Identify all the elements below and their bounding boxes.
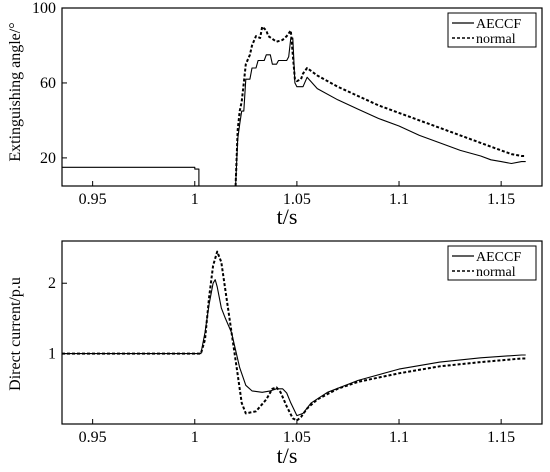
bottom-y-ticks: 12	[48, 275, 67, 363]
bottom-x-tick-label: 1	[191, 429, 199, 446]
bottom-y-axis-title: Direct current/p.u	[7, 277, 24, 391]
top-legend-label-aeccf: AECCF	[476, 17, 521, 32]
bottom-legend-label-normal: normal	[476, 265, 516, 280]
bottom-series	[62, 250, 526, 422]
top-y-axis-title: Extinguishing angle/°	[7, 22, 24, 161]
bottom-series-line-aeccf	[62, 279, 526, 417]
top-series	[62, 25, 526, 187]
top-x-axis-title: t/s	[277, 204, 298, 229]
top-series-line-aeccf	[62, 37, 526, 187]
top-plot-frame	[61, 7, 543, 187]
bottom-chart: 0.95 1 1.05 1.1 1.15 12 Direct current/p.u t…	[7, 240, 543, 468]
bottom-series-line-normal	[62, 250, 526, 422]
top-legend: AECCF normal	[447, 12, 537, 48]
top-y-tick-label: 60	[40, 75, 56, 92]
bottom-x-tick-label: 1.1	[389, 429, 409, 446]
bottom-legend-box	[447, 245, 537, 281]
top-x-tick-label: 0.95	[79, 191, 107, 208]
top-chart: 0.95 1 1.05 1.1 1.15 20 60 100 Extinguishing a…	[7, 0, 543, 229]
top-x-ticks: 0.95 1 1.05 1.1 1.15	[79, 181, 515, 208]
bottom-legend-label-aeccf: AECCF	[476, 250, 521, 265]
bottom-y-tick-label: 2	[48, 275, 56, 292]
top-series-line-normal	[234, 25, 526, 187]
bottom-x-axis-title: t/s	[277, 443, 298, 468]
top-y-tick-label: 20	[40, 150, 56, 167]
top-legend-label-normal: normal	[476, 32, 516, 47]
top-legend-box	[447, 12, 537, 48]
bottom-y-tick-label: 1	[48, 346, 56, 363]
top-x-tick-label: 1.05	[283, 191, 311, 208]
top-y-tick-label: 100	[32, 0, 56, 17]
bottom-plot-frame	[61, 240, 543, 425]
top-x-tick-label: 1	[191, 191, 199, 208]
bottom-x-tick-label: 1.05	[283, 429, 311, 446]
top-y-ticks: 20 60 100	[32, 0, 67, 167]
bottom-legend: AECCF normal	[447, 245, 537, 281]
top-x-tick-label: 1.1	[389, 191, 409, 208]
bottom-x-ticks: 0.95 1 1.05 1.1 1.15	[79, 419, 515, 446]
bottom-x-tick-label: 1.15	[487, 429, 515, 446]
bottom-x-tick-label: 0.95	[79, 429, 107, 446]
top-x-tick-label: 1.15	[487, 191, 515, 208]
